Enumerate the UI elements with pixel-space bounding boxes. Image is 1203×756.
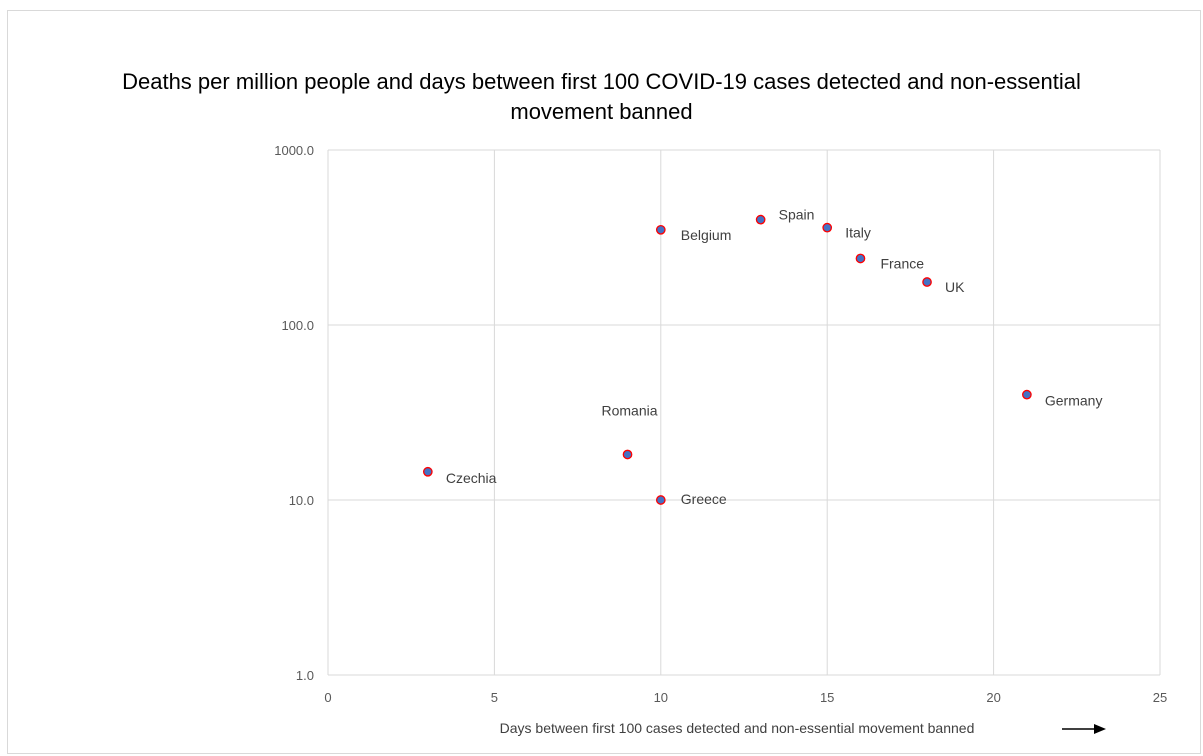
right-arrow-icon — [1062, 724, 1106, 734]
y-tick-label: 10.0 — [289, 493, 314, 508]
x-tick-label: 0 — [324, 690, 331, 705]
data-point-italy — [822, 222, 833, 233]
data-label-belgium: Belgium — [681, 227, 732, 243]
data-points — [422, 214, 1032, 505]
x-tick-label: 5 — [491, 690, 498, 705]
chart-title-text: Deaths per million people and days betwe… — [122, 69, 1081, 124]
x-axis-ticks: 0 5 10 15 20 25 — [324, 690, 1167, 705]
data-label-uk: UK — [945, 279, 965, 295]
data-point-uk — [922, 277, 932, 287]
chart-frame — [7, 10, 1201, 754]
x-tick-label: 20 — [986, 690, 1000, 705]
data-label-germany: Germany — [1045, 393, 1103, 409]
y-tick-label: 100.0 — [281, 318, 314, 333]
data-point-france — [855, 253, 866, 264]
data-point-romania — [622, 449, 633, 460]
data-point-czechia — [422, 466, 433, 477]
x-tick-label: 25 — [1153, 690, 1167, 705]
data-point-spain — [755, 214, 766, 225]
grid-lines — [327, 149, 1161, 676]
data-labels: Belgium Spain Italy France UK Germany Romania C… — [446, 207, 1103, 507]
data-label-france: France — [880, 255, 924, 271]
arrow-head — [1094, 724, 1106, 734]
data-label-romania: Romania — [602, 402, 658, 418]
chart-title: Deaths per million people and days betwe… — [0, 67, 1203, 127]
data-label-spain: Spain — [779, 207, 815, 223]
data-point-germany — [1022, 389, 1032, 400]
data-label-italy: Italy — [845, 225, 871, 241]
x-tick-label: 10 — [654, 690, 668, 705]
data-label-czechia: Czechia — [446, 470, 497, 486]
y-tick-label: 1000.0 — [274, 143, 314, 158]
data-label-greece: Greece — [681, 491, 727, 507]
x-axis-label: Days between first 100 cases detected an… — [500, 720, 975, 736]
y-axis-ticks: 1.0 10.0 100.0 1000.0 — [274, 143, 314, 683]
data-point-belgium — [655, 224, 666, 235]
y-tick-label: 1.0 — [296, 668, 314, 683]
x-tick-label: 15 — [820, 690, 834, 705]
data-point-greece — [655, 495, 666, 505]
